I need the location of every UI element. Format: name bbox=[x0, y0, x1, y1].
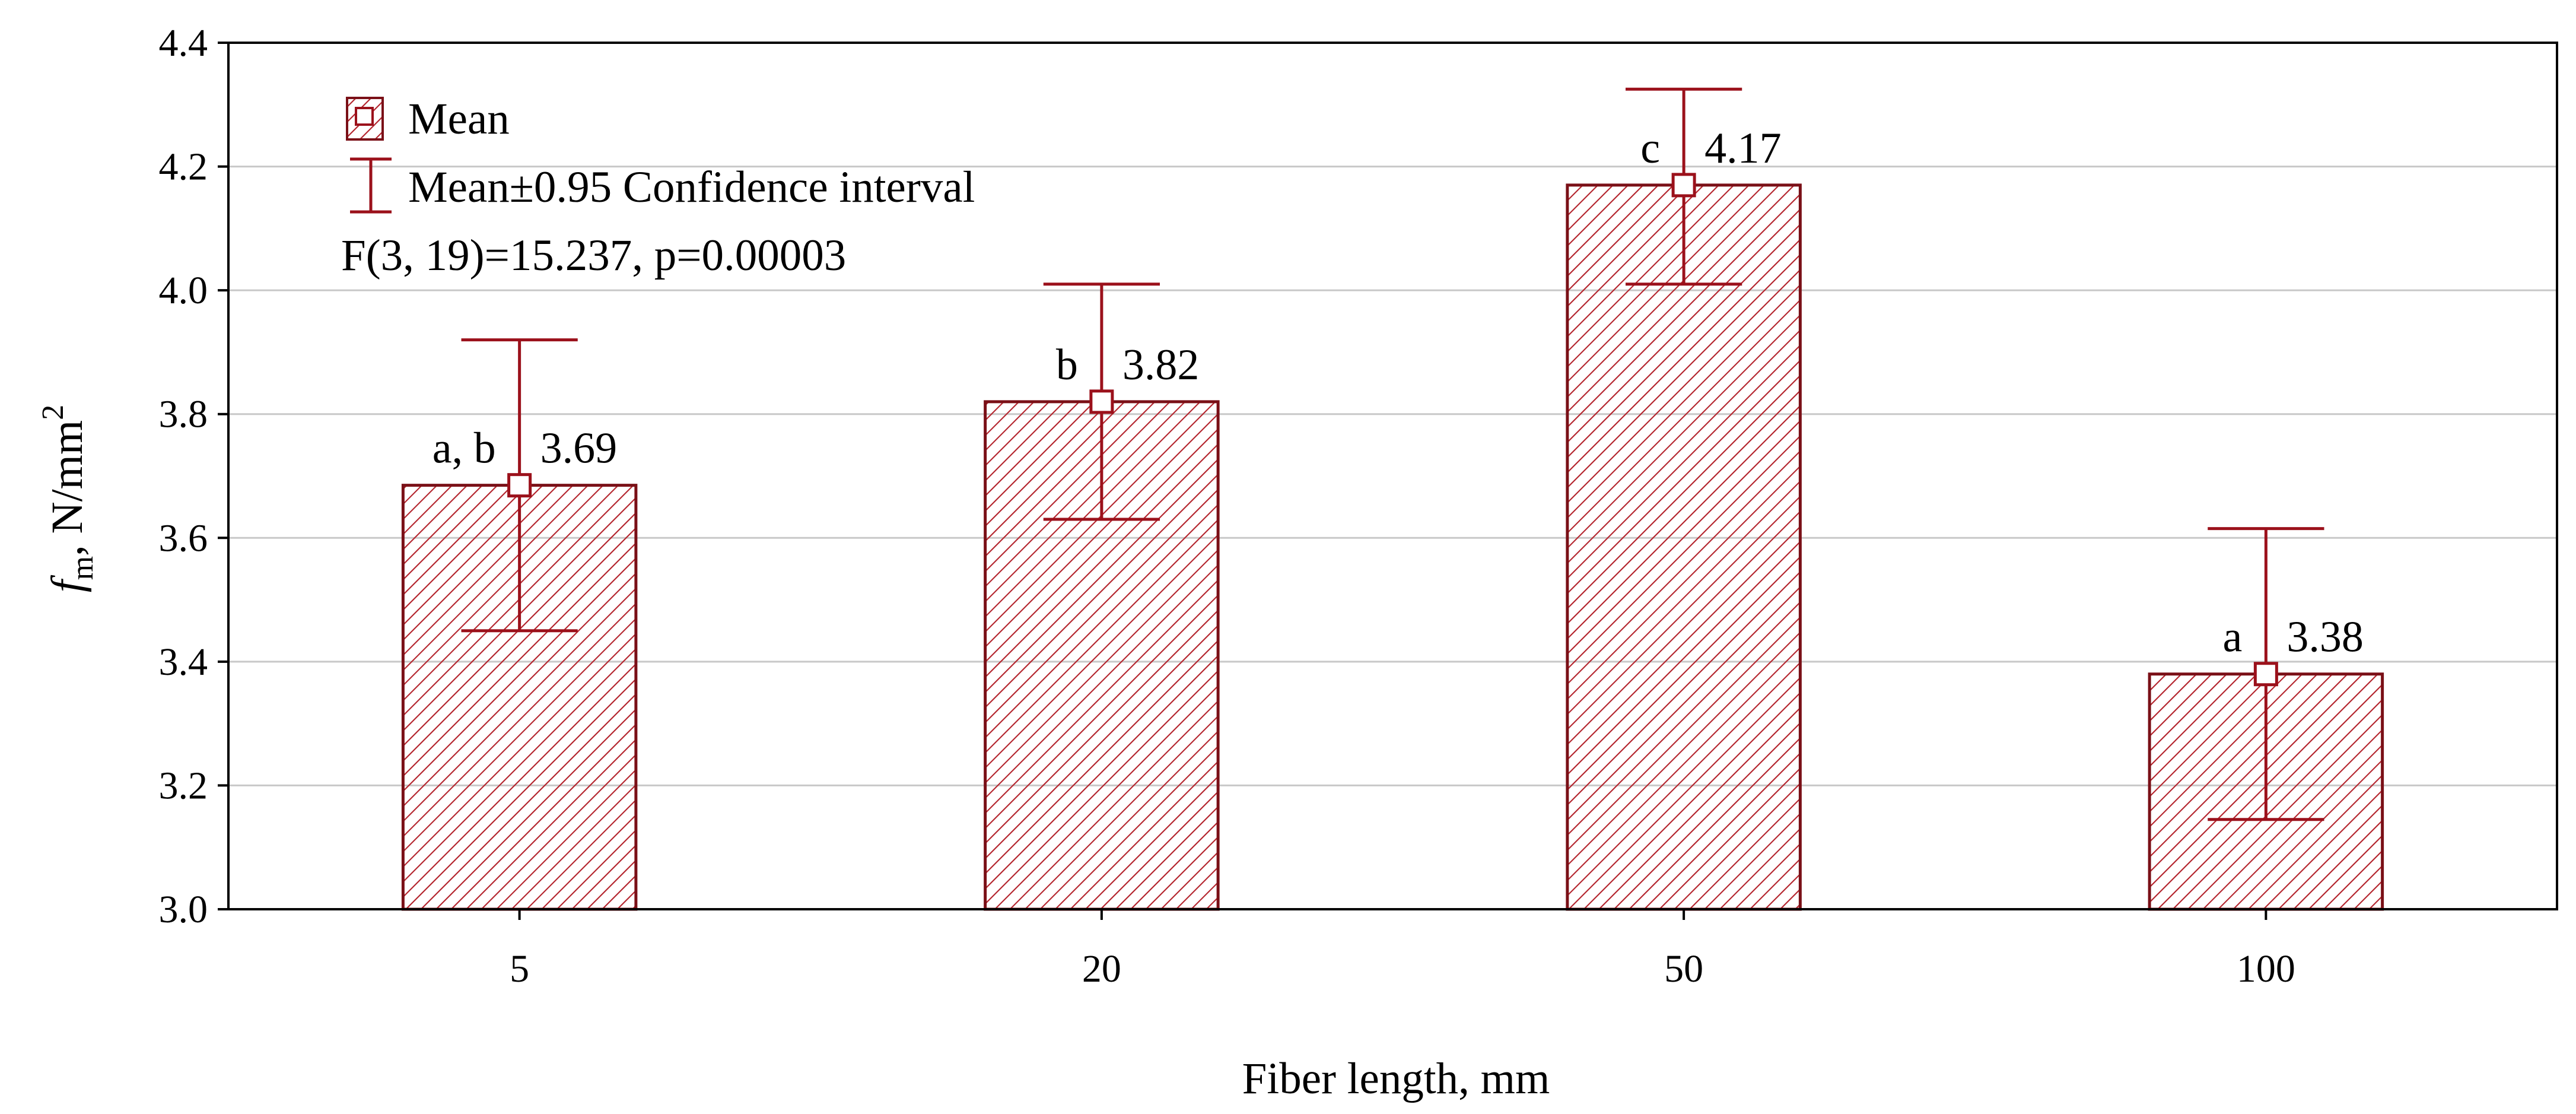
mean-marker bbox=[1671, 173, 1696, 198]
value-label: 3.38 bbox=[2286, 613, 2364, 662]
group-letter-label: a bbox=[2223, 613, 2243, 662]
group-letter-label: c bbox=[1640, 124, 1660, 173]
bar bbox=[1566, 183, 1802, 911]
value-label: 3.82 bbox=[1122, 341, 1200, 389]
mean-marker bbox=[2253, 662, 2278, 687]
y-axis-title: fm, N/mm2 bbox=[36, 405, 100, 592]
y-tick-label: 4.4 bbox=[159, 21, 208, 65]
legend-mean-label: Mean bbox=[408, 94, 510, 144]
svg-text:fm, N/mm2: fm, N/mm2 bbox=[36, 405, 100, 592]
x-axis-title: Fiber length, mm bbox=[1242, 1054, 1550, 1103]
y-axis-title-rest: , N/mm bbox=[43, 420, 92, 556]
value-label: 3.69 bbox=[540, 424, 618, 473]
x-tick-label: 5 bbox=[510, 947, 529, 991]
y-axis-title-sub: m bbox=[66, 556, 100, 580]
y-tick-label: 3.0 bbox=[159, 888, 208, 931]
mean-marker bbox=[507, 473, 532, 498]
legend: Mean Mean±0.95 Confidence interval F(3, … bbox=[341, 94, 975, 280]
y-tick-label: 3.4 bbox=[159, 640, 208, 684]
plot-frame bbox=[227, 42, 2558, 910]
y-tick-label: 4.2 bbox=[159, 145, 208, 189]
mean-marker bbox=[1089, 389, 1114, 414]
legend-ci-label: Mean±0.95 Confidence interval bbox=[408, 163, 975, 212]
value-label: 4.17 bbox=[1704, 124, 1782, 173]
x-tick-label: 50 bbox=[1664, 947, 1703, 991]
x-tick-label: 100 bbox=[2237, 947, 2295, 991]
stats-annotation: F(3, 19)=15.237, p=0.00003 bbox=[341, 231, 846, 280]
group-letter-label: a, b bbox=[432, 424, 496, 473]
y-tick-label: 3.2 bbox=[159, 764, 208, 807]
y-tick-label: 4.0 bbox=[159, 269, 208, 312]
y-tick-label: 3.6 bbox=[159, 516, 208, 560]
y-axis-title-sup: 2 bbox=[36, 405, 70, 420]
error-bar-icon bbox=[350, 157, 392, 214]
x-tick-label: 20 bbox=[1082, 947, 1121, 991]
group-letter-label: b bbox=[1056, 341, 1078, 389]
y-tick-label: 3.8 bbox=[159, 393, 208, 436]
square-marker-icon bbox=[346, 97, 384, 141]
